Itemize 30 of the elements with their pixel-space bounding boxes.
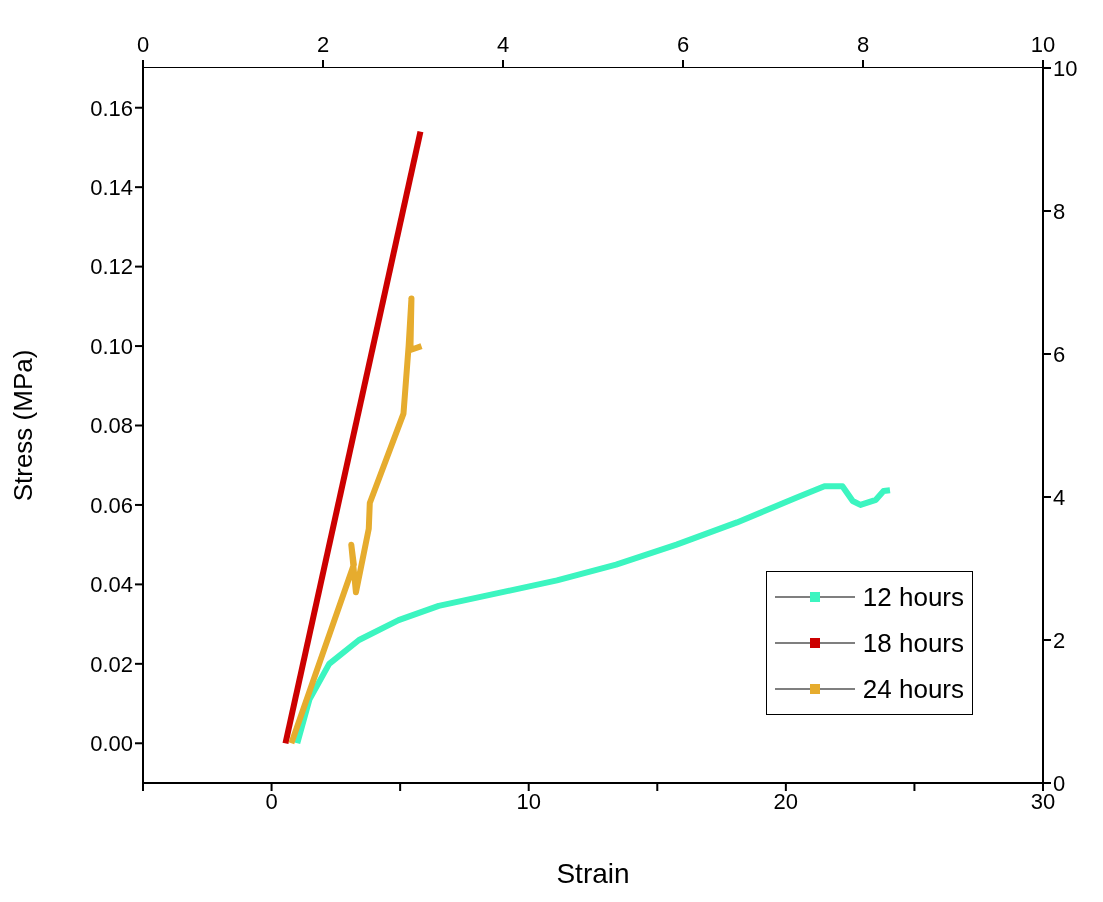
y-tick-label: 0.12 [90,254,133,280]
y2-tick-label: 10 [1053,55,1078,81]
x2-tick-label: 8 [856,32,870,57]
y-tick-label: 0.10 [90,333,133,359]
legend-label: 24 hours [862,673,964,705]
y-tick-label: 0.04 [90,572,133,598]
y-tick-label: 0.06 [90,492,133,518]
x2-tick-label: 6 [676,32,690,57]
x-tick-label: 0 [265,788,278,814]
y-tick-label: 0.14 [90,174,133,200]
y2-tick-label: 2 [1053,627,1066,653]
x-tick-label: 20 [773,788,799,814]
y2-tick-label: 8 [1053,198,1066,224]
y2-tick-label: 0 [1053,770,1066,796]
x2-tick-label: 10 [1030,32,1056,57]
x-tick-label: 30 [1030,788,1056,814]
y-tick-label: 0.08 [90,413,133,439]
y2-tick-label: 6 [1053,341,1066,367]
y-tick-label: 0.16 [90,95,133,121]
x2-tick-label: 2 [316,32,330,57]
y-tick-label: 0.02 [90,651,133,677]
y2-tick-label: 4 [1053,484,1066,510]
legend-label: 12 hours [862,581,964,613]
y-axis-title: Stress (MPa) [8,349,39,502]
y-tick-label: 0.00 [90,731,133,757]
x-tick-label: 10 [516,788,541,814]
x2-tick-label: 0 [136,32,150,57]
x-axis-title: Strain [556,858,630,889]
x2-tick-label: 4 [496,32,510,57]
legend-label: 18 hours [862,627,964,659]
